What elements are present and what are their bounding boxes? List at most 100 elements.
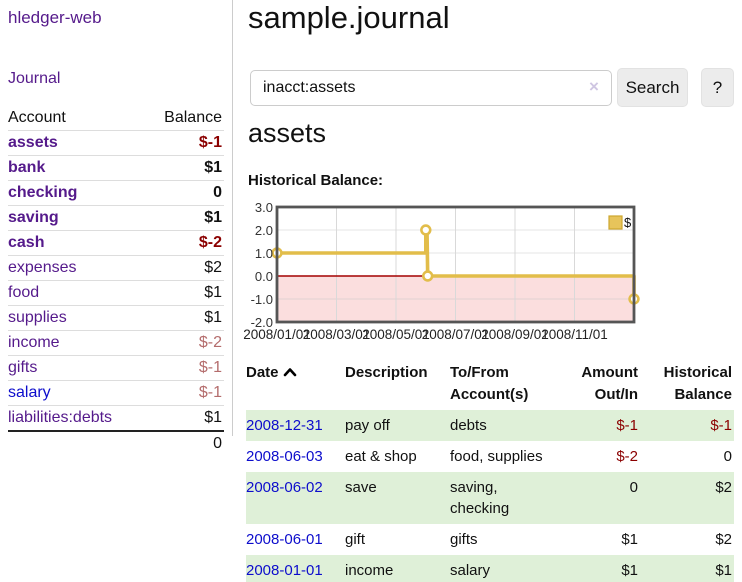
legend-label: $: [624, 215, 632, 230]
table-row: bank $1: [8, 155, 224, 181]
transaction-amount: $-2: [616, 447, 638, 465]
transaction-description: gift: [345, 530, 366, 548]
sidebar-item-saving[interactable]: saving: [8, 209, 59, 226]
x-tick: 2008/03/01: [303, 327, 371, 342]
accounts-total-row: 0: [8, 430, 224, 456]
account-balance: $-2: [146, 330, 224, 356]
sidebar-item-gifts[interactable]: gifts: [8, 359, 38, 376]
transaction-description: save: [345, 478, 377, 496]
transaction-balance: 0: [723, 447, 732, 465]
accounts-header-row: Account Balance: [8, 106, 224, 131]
table-row: gifts $-1: [8, 355, 224, 381]
sidebar-item-assets[interactable]: assets: [8, 134, 58, 151]
transaction-accounts: debts: [450, 416, 487, 434]
transaction-date-link[interactable]: 2008-06-01: [246, 530, 323, 548]
chart-title: Historical Balance:: [248, 172, 384, 189]
table-row[interactable]: 2008-01-01 income salary $1 $1: [246, 554, 734, 582]
x-tick: 2008/07/01: [422, 327, 490, 342]
table-row: food $1: [8, 280, 224, 306]
table-row: saving $1: [8, 205, 224, 231]
sidebar-item-cash[interactable]: cash: [8, 234, 45, 251]
transaction-date-link[interactable]: 2008-06-03: [246, 447, 323, 465]
account-heading: assets: [248, 118, 327, 148]
x-tick: 2008/09/01: [481, 327, 549, 342]
sidebar-item-checking[interactable]: checking: [8, 184, 78, 201]
sidebar-divider: [232, 0, 233, 436]
data-point[interactable]: [420, 224, 432, 236]
y-tick: -1.0: [251, 292, 273, 307]
sidebar-item-food[interactable]: food: [8, 284, 40, 301]
transaction-balance: $1: [715, 561, 732, 579]
table-row: checking 0: [8, 180, 224, 206]
transaction-description: pay off: [345, 416, 390, 434]
y-tick: 1.0: [255, 246, 273, 261]
transaction-balance: $-1: [710, 416, 732, 434]
legend-swatch: [608, 215, 623, 230]
transaction-amount: $1: [621, 530, 638, 548]
account-balance: $1: [146, 155, 224, 181]
account-balance: $1: [146, 280, 224, 306]
table-row: expenses $2: [8, 255, 224, 281]
chart-frame: [275, 205, 636, 324]
search-input[interactable]: [250, 70, 612, 106]
transaction-description: income: [345, 561, 394, 579]
y-tick: -2.0: [251, 315, 273, 330]
table-row: salary $-1: [8, 380, 224, 406]
x-tick: 2008/05/01: [362, 327, 430, 342]
help-button[interactable]: ?: [701, 68, 734, 107]
transaction-amount: 0: [629, 478, 638, 496]
data-point[interactable]: [422, 270, 434, 282]
transaction-description: eat & shop: [345, 447, 417, 465]
register-header-row: Date Description To/From Account(s) Amou…: [246, 360, 734, 410]
register-table: Date Description To/From Account(s) Amou…: [246, 360, 734, 582]
app-title[interactable]: hledger-web: [8, 8, 102, 27]
table-row[interactable]: 2008-06-02 save saving, checking 0 $2: [246, 471, 734, 524]
accounts-header-account: Account: [8, 109, 66, 126]
table-row: liabilities:debts $1: [8, 405, 224, 431]
sidebar-item-bank[interactable]: bank: [8, 159, 46, 176]
table-row[interactable]: 2008-06-03 eat & shop food, supplies $-2…: [246, 441, 734, 472]
sidebar-item-income[interactable]: income: [8, 334, 60, 351]
search-button[interactable]: Search: [617, 68, 688, 107]
page-title: sample.journal: [248, 0, 450, 35]
sidebar-item-supplies[interactable]: supplies: [8, 309, 67, 326]
transaction-balance: $2: [715, 478, 732, 496]
transaction-amount: $-1: [616, 416, 638, 434]
accounts-table: Account Balance assets $-1 bank $1 check…: [8, 106, 224, 456]
transaction-amount: $1: [621, 561, 638, 579]
chart-canvas: $ 3.0 2.0 1.0 0.0 -1.0 -2.0 2008/01/01 2…: [243, 200, 640, 342]
col-tofrom-accounts: To/From Account(s): [450, 364, 529, 403]
account-balance: $2: [146, 255, 224, 281]
account-balance: $-1: [146, 130, 224, 156]
col-description: Description: [345, 364, 428, 381]
table-row: cash $-2: [8, 230, 224, 256]
table-row[interactable]: 2008-12-31 pay off debts $-1 $-1: [246, 409, 734, 441]
sidebar-item-liabilities-debts[interactable]: liabilities:debts: [8, 409, 113, 426]
account-balance: $1: [146, 205, 224, 231]
y-tick: 2.0: [255, 223, 273, 238]
sidebar-item-salary[interactable]: salary: [8, 384, 51, 401]
account-balance: $-1: [146, 380, 224, 406]
accounts-total: 0: [146, 430, 224, 456]
y-tick: 3.0: [255, 200, 273, 215]
table-row[interactable]: 2008-06-01 gift gifts $1 $2: [246, 524, 734, 555]
sort-ascending-icon: [283, 368, 296, 377]
account-balance: $-2: [146, 230, 224, 256]
account-balance: 0: [146, 180, 224, 206]
transaction-date-link[interactable]: 2008-01-01: [246, 561, 323, 579]
transaction-date-link[interactable]: 2008-12-31: [246, 416, 323, 434]
transaction-accounts: salary: [450, 561, 491, 579]
sidebar-item-expenses[interactable]: expenses: [8, 259, 77, 276]
account-balance: $-1: [146, 355, 224, 381]
sidebar-item-journal[interactable]: Journal: [8, 70, 61, 87]
account-balance: $1: [146, 405, 224, 431]
historical-balance-chart: $ 3.0 2.0 1.0 0.0 -1.0 -2.0 2008/01/01 2…: [240, 200, 740, 348]
col-date[interactable]: Date: [246, 360, 345, 410]
table-row: income $-2: [8, 330, 224, 356]
transaction-date-link[interactable]: 2008-06-02: [246, 478, 323, 496]
col-historical-balance: Historical Balance: [663, 364, 732, 403]
col-amount-outin: Amount Out/In: [581, 364, 638, 403]
accounts-header-balance: Balance: [164, 109, 222, 126]
clear-search-icon[interactable]: ×: [589, 77, 599, 96]
